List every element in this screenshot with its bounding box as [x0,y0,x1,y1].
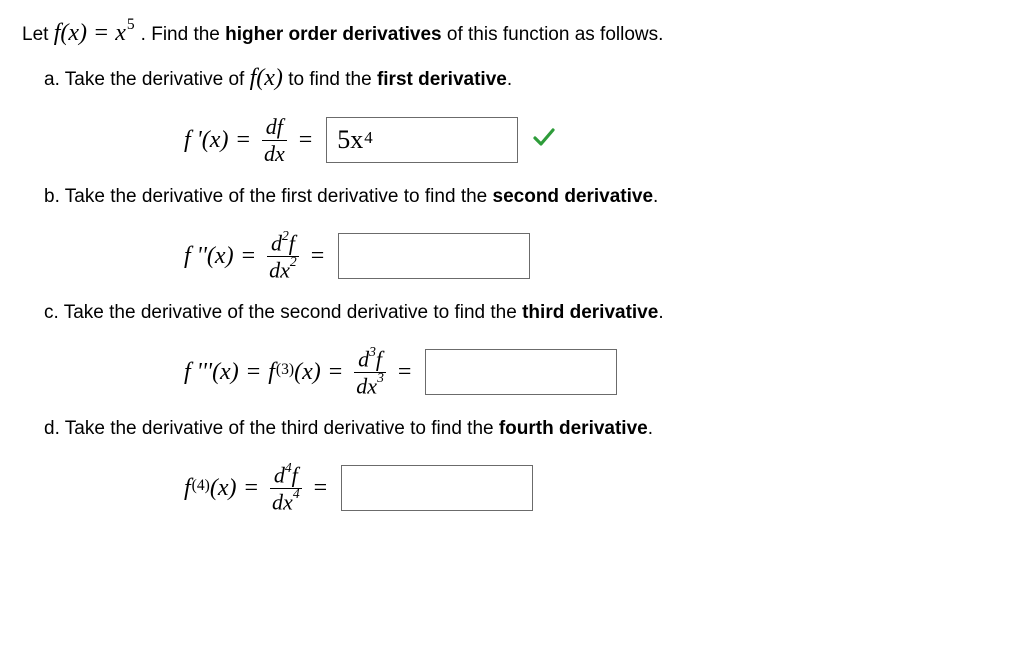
part-b-answer-input[interactable] [338,233,530,279]
intro-bold: higher order derivatives [225,24,441,45]
part-d-fraction: d4f dx4 [270,463,302,513]
equals-sign: = [299,127,313,154]
part-b-lhs: f ''(x) [184,243,234,270]
problem-page: Let f(x) = x5 . Find the higher order de… [0,0,1024,552]
equals-sign: = [236,127,250,154]
part-d-label: d. Take the derivative of the third deri… [44,418,1002,440]
part-d-answer-input[interactable] [341,465,533,511]
part-c-fraction: d3f dx3 [354,347,386,397]
part-b-equation: f ''(x) = d2f dx2 = [184,224,1002,288]
intro-tail: of this function as follows. [442,24,664,45]
equals-sign: = [329,359,343,386]
part-a-fraction: df dx [262,115,287,164]
part-c: c. Take the derivative of the second der… [44,302,1002,404]
equals-sign: = [242,243,256,270]
part-a: a. Take the derivative of f(x) to find t… [44,65,1002,172]
part-d: d. Take the derivative of the third deri… [44,418,1002,520]
part-d-equation: f(4)(x) = d4f dx4 = [184,456,1002,520]
part-d-lhs: f(4)(x) [184,475,237,502]
part-c-label: c. Take the derivative of the second der… [44,302,1002,324]
intro-suffix: . Find the [141,24,226,45]
part-b: b. Take the derivative of the first deri… [44,186,1002,288]
equals-sign: = [398,359,412,386]
intro-prefix: Let [22,24,54,45]
part-c-lhs2: f(3)(x) [268,359,321,386]
part-c-equation: f '''(x) = f(3)(x) = d3f dx3 = [184,340,1002,404]
equals-sign: = [245,475,259,502]
part-c-lhs1: f '''(x) [184,359,239,386]
part-b-fraction: d2f dx2 [267,231,299,281]
equals-sign: = [314,475,328,502]
part-a-lhs: f '(x) [184,127,228,154]
part-b-label: b. Take the derivative of the first deri… [44,186,1002,208]
intro-text: Let f(x) = x5 . Find the higher order de… [22,18,1002,47]
part-a-answer-input[interactable]: 5x4 [326,117,518,163]
part-a-fx: f(x) [250,65,283,91]
equals-sign: = [247,359,261,386]
check-icon [532,125,556,156]
part-a-equation: f '(x) = df dx = 5x4 [184,108,1002,172]
part-c-answer-input[interactable] [425,349,617,395]
equals-sign: = [311,243,325,270]
intro-fx: f(x) = x5 [54,20,141,46]
part-a-label: a. Take the derivative of f(x) to find t… [44,65,1002,92]
